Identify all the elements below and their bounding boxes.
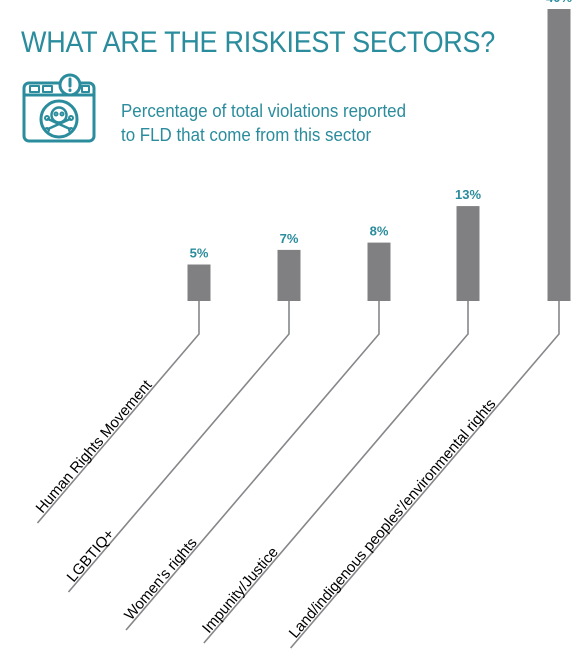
- chart-title: WHAT ARE THE RISKIEST SECTORS?: [21, 26, 496, 59]
- category-label-5: Land/indigenous peoples'/environmental r…: [286, 396, 500, 642]
- bar-2: [277, 249, 301, 301]
- connector-line-5: [290, 301, 560, 649]
- category-label-1: Human Rights Movement: [33, 376, 156, 516]
- category-label-3: Women's rights: [121, 535, 201, 624]
- laptop-skull-warning-icon: [22, 73, 96, 143]
- value-label-5: 40%: [546, 0, 572, 5]
- value-label-3: 8%: [370, 224, 389, 239]
- bar-1: [187, 264, 211, 301]
- bar-3: [367, 242, 391, 301]
- bar-4: [456, 206, 480, 301]
- category-label-2: LGBTIQ+: [64, 526, 119, 586]
- chart-subtitle: Percentage of total violations reported …: [121, 101, 406, 145]
- connector-line-2: [67, 301, 290, 593]
- bar-5: [547, 9, 571, 301]
- category-label-4: Impunity/Justice: [199, 544, 282, 637]
- value-label-4: 13%: [455, 187, 481, 202]
- value-label-1: 5%: [190, 246, 209, 261]
- connector-line-4: [203, 301, 469, 644]
- value-label-2: 7%: [280, 231, 299, 246]
- connector-line-3: [125, 301, 380, 631]
- connector-line-1: [36, 301, 200, 524]
